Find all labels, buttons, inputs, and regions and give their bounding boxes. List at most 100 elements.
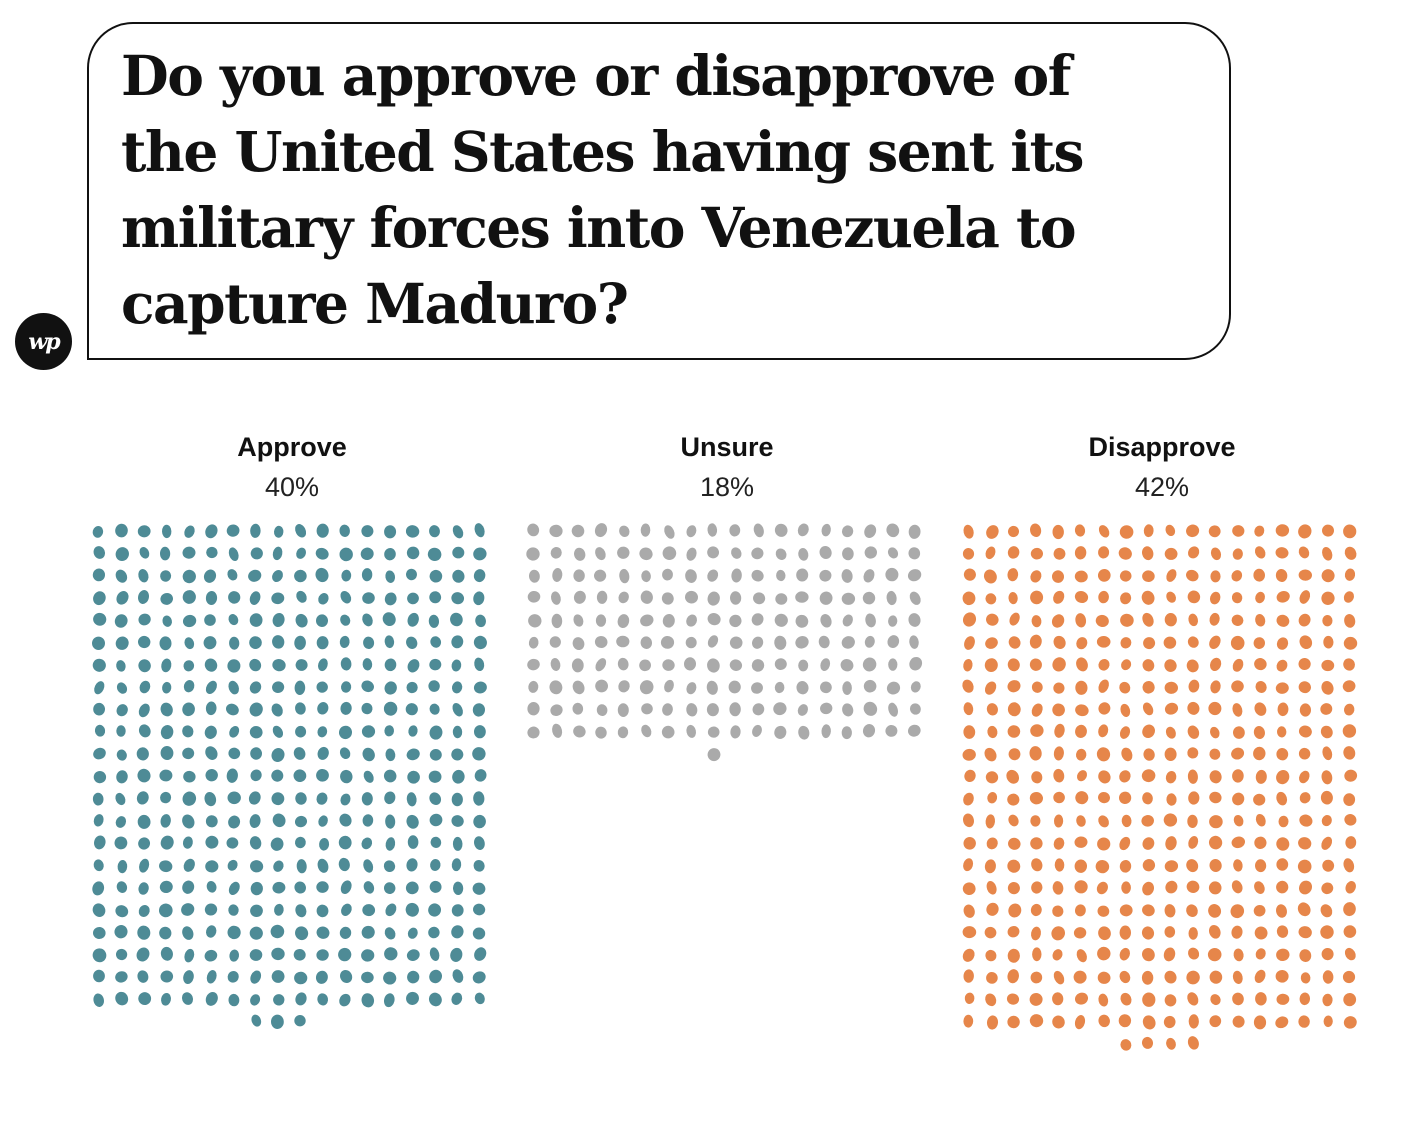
disapprove-dot	[1052, 905, 1064, 917]
disapprove-dot	[1098, 679, 1109, 693]
disapprove-dot	[1321, 948, 1334, 961]
approve-dot	[94, 724, 106, 737]
unsure-dot	[819, 591, 833, 605]
disapprove-dot	[1209, 748, 1221, 760]
approve-dot	[338, 835, 352, 850]
disapprove-dot	[1008, 636, 1021, 649]
approve-dot	[384, 947, 398, 961]
disapprove-dot	[1097, 905, 1110, 917]
unsure-dot	[551, 613, 563, 629]
disapprove-dot	[1232, 658, 1244, 672]
approve-dot	[273, 525, 284, 538]
disapprove-dot	[986, 703, 998, 716]
disapprove-dot	[1233, 859, 1243, 872]
approve-dot	[182, 725, 194, 738]
disapprove-dot	[1344, 614, 1356, 628]
disapprove-dot	[1321, 659, 1335, 672]
unsure-dot	[751, 659, 765, 672]
unsure-dot	[572, 637, 585, 651]
disapprove-dot	[985, 949, 997, 962]
approve-dot	[270, 924, 285, 939]
approve-dot	[362, 658, 373, 671]
approve-dot	[451, 992, 463, 1005]
disapprove-dot	[1321, 591, 1335, 605]
disapprove-dot	[1008, 748, 1021, 761]
disapprove-dot	[1297, 902, 1311, 917]
unsure-dot	[908, 524, 921, 539]
approve-dot	[316, 949, 329, 961]
approve-dot	[339, 747, 351, 760]
disapprove-dot	[1232, 703, 1243, 717]
approve-dot	[93, 546, 106, 559]
disapprove-dot	[1188, 791, 1200, 805]
disapprove-dot	[1075, 748, 1087, 761]
approve-dot	[293, 747, 306, 760]
disapprove-dot	[1254, 546, 1266, 559]
unsure-dot	[841, 636, 855, 649]
disapprove-dot	[1298, 546, 1310, 559]
approve-dot	[116, 881, 128, 893]
approve-dot	[383, 971, 397, 985]
approve-dot	[473, 547, 487, 561]
disapprove-dot	[1344, 814, 1357, 826]
unsure-dot	[662, 568, 673, 581]
unsure-dot	[797, 523, 809, 537]
unsure-dot	[617, 546, 630, 559]
disapprove-dot	[1076, 657, 1088, 672]
disapprove-dot	[1275, 547, 1289, 559]
approve-dot	[383, 769, 397, 783]
disapprove-dot	[1299, 635, 1313, 650]
approve-dot	[405, 703, 418, 716]
approve-dot	[294, 881, 306, 894]
disapprove-dot	[1052, 703, 1065, 717]
disapprove-dot	[1007, 658, 1020, 672]
unsure-dot	[796, 681, 809, 695]
approve-dot	[383, 701, 398, 716]
disapprove-dot	[1120, 703, 1131, 717]
disapprove-dot	[1255, 681, 1267, 693]
unsure-dot	[820, 658, 831, 671]
approve-dot	[315, 614, 329, 627]
disapprove-dot	[1231, 680, 1244, 693]
disapprove-dot	[1119, 726, 1131, 739]
approve-percent: 40%	[264, 472, 320, 502]
unsure-dot	[842, 681, 852, 695]
approve-dot	[339, 547, 353, 562]
approve-dot	[250, 523, 261, 538]
approve-dot	[138, 590, 149, 604]
approve-dot	[159, 880, 173, 894]
disapprove-dot	[1164, 904, 1176, 918]
disapprove-dot	[1208, 525, 1221, 538]
approve-dot	[226, 768, 238, 783]
disapprove-dot	[1142, 612, 1154, 627]
approve-dot	[339, 993, 351, 1007]
approve-dot	[161, 992, 171, 1006]
unsure-dot	[729, 591, 742, 605]
disapprove-dot	[1031, 771, 1043, 784]
disapprove-dot	[1120, 1039, 1132, 1051]
approve-dot	[160, 746, 174, 760]
disapprove-dot	[1077, 770, 1087, 782]
unsure-dot	[619, 525, 630, 538]
disapprove-dot	[1343, 746, 1356, 760]
disapprove-dot	[1343, 636, 1358, 650]
approve-dot	[316, 926, 330, 939]
disapprove-dot	[984, 681, 997, 695]
disapprove-dot	[1030, 570, 1042, 583]
disapprove-dot	[1188, 1014, 1199, 1029]
approve-dot	[205, 746, 218, 760]
disapprove-dot	[1299, 590, 1311, 604]
approve-dot	[227, 925, 241, 940]
disapprove-dot	[1276, 837, 1290, 851]
disapprove-dot	[962, 748, 976, 761]
approve-dot	[93, 591, 106, 606]
approve-dot	[428, 903, 442, 917]
disapprove-dot	[1209, 970, 1223, 984]
disapprove-dot	[1164, 994, 1177, 1007]
unsure-dot	[662, 546, 677, 561]
disapprove-dot	[1276, 858, 1289, 871]
disapprove-dot	[964, 992, 975, 1004]
approve-dot	[407, 970, 420, 984]
unsure-dot	[707, 523, 718, 537]
unsure-dot	[774, 635, 787, 650]
